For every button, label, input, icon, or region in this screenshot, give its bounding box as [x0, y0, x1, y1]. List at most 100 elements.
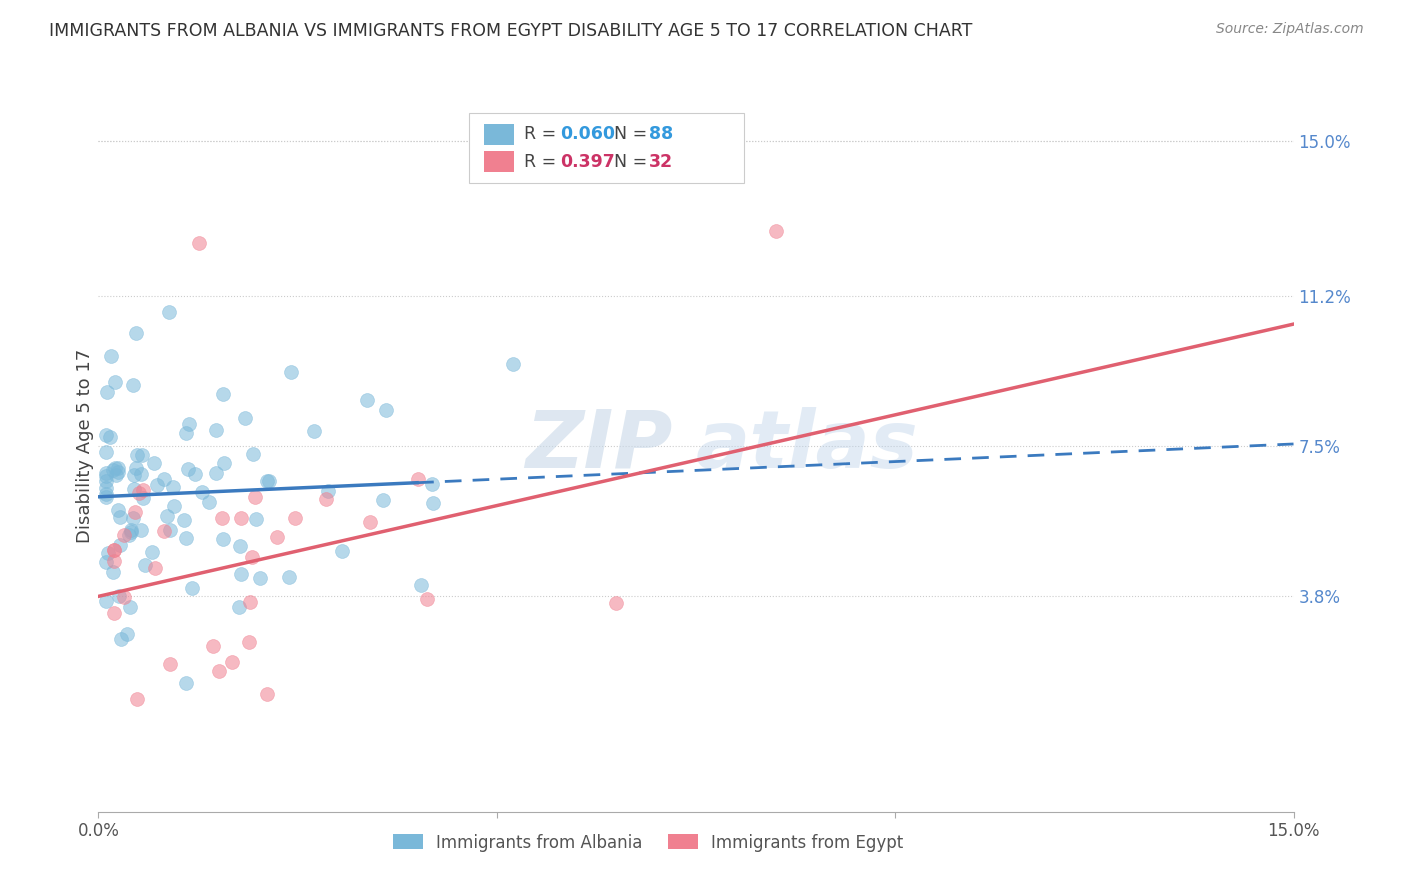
Point: [112, 527, 135, 541]
Point: [229, 539, 252, 553]
Point: [406, 472, 429, 486]
Point: [103, 542, 125, 557]
Point: [122, 482, 145, 496]
Point: [249, 571, 271, 585]
Text: 88: 88: [650, 125, 673, 144]
Point: [96, 490, 118, 504]
Point: [375, 402, 398, 417]
Point: [174, 532, 197, 546]
FancyBboxPatch shape: [470, 113, 744, 183]
Point: [107, 460, 129, 475]
Point: [284, 510, 307, 524]
Point: [173, 513, 195, 527]
Point: [96, 468, 118, 483]
Point: [152, 472, 174, 486]
Point: [104, 375, 127, 389]
Y-axis label: Disability Age 5 to 17: Disability Age 5 to 17: [76, 349, 94, 543]
Point: [132, 491, 155, 506]
Point: [125, 448, 148, 462]
Point: [118, 599, 141, 614]
Point: [105, 467, 128, 482]
Point: [184, 467, 207, 481]
Point: [125, 461, 148, 475]
Point: [257, 474, 280, 488]
Point: [96, 428, 118, 442]
Point: [266, 530, 288, 544]
Point: [159, 523, 181, 537]
Point: [108, 590, 131, 604]
Text: IMMIGRANTS FROM ALBANIA VS IMMIGRANTS FROM EGYPT DISABILITY AGE 5 TO 17 CORRELAT: IMMIGRANTS FROM ALBANIA VS IMMIGRANTS FR…: [49, 22, 973, 40]
Text: R =: R =: [524, 125, 561, 144]
Text: atlas: atlas: [696, 407, 918, 485]
Point: [142, 456, 165, 470]
Point: [129, 467, 152, 481]
Point: [356, 393, 378, 408]
Point: [103, 543, 125, 558]
Point: [141, 544, 163, 558]
Point: [125, 326, 148, 340]
Point: [107, 503, 129, 517]
Point: [96, 487, 118, 501]
Text: N =: N =: [613, 125, 652, 144]
Point: [100, 349, 122, 363]
Point: [112, 591, 135, 605]
Point: [302, 424, 325, 438]
Point: [231, 511, 253, 525]
Point: [115, 627, 138, 641]
Text: 0.060: 0.060: [560, 125, 614, 144]
Point: [104, 460, 127, 475]
Point: [162, 480, 184, 494]
Point: [128, 486, 150, 500]
Point: [120, 525, 142, 540]
Point: [245, 512, 267, 526]
Point: [110, 632, 132, 647]
Point: [98, 430, 121, 444]
Point: [122, 511, 145, 525]
Point: [277, 570, 299, 584]
Point: [359, 515, 381, 529]
FancyBboxPatch shape: [485, 124, 515, 145]
Point: [127, 692, 149, 706]
Point: [129, 523, 152, 537]
Point: [157, 304, 180, 318]
Point: [242, 447, 264, 461]
Point: [96, 481, 118, 495]
Point: [145, 478, 167, 492]
Point: [174, 426, 197, 441]
Point: [765, 224, 787, 238]
Point: [238, 634, 260, 648]
Point: [214, 456, 236, 470]
Text: R =: R =: [524, 153, 561, 170]
Point: [422, 476, 444, 491]
Point: [131, 483, 153, 497]
Point: [120, 523, 142, 537]
Point: [107, 465, 129, 479]
Point: [96, 444, 118, 458]
Point: [101, 463, 124, 477]
Point: [212, 533, 235, 547]
Point: [201, 640, 224, 654]
Point: [205, 423, 228, 437]
Point: [122, 378, 145, 392]
Point: [97, 546, 120, 560]
Point: [159, 657, 181, 672]
Point: [177, 417, 200, 431]
Text: Source: ZipAtlas.com: Source: ZipAtlas.com: [1216, 22, 1364, 37]
Point: [235, 411, 257, 425]
FancyBboxPatch shape: [485, 152, 515, 172]
Point: [187, 235, 209, 250]
Point: [96, 594, 118, 608]
Point: [122, 467, 145, 482]
Point: [96, 474, 118, 488]
Point: [124, 505, 146, 519]
Legend: Immigrants from Albania, Immigrants from Egypt: Immigrants from Albania, Immigrants from…: [387, 827, 910, 858]
Point: [221, 655, 243, 669]
Point: [101, 565, 124, 579]
Point: [174, 675, 197, 690]
Point: [330, 544, 353, 558]
Text: 32: 32: [650, 153, 673, 170]
Point: [163, 499, 186, 513]
Point: [118, 528, 141, 542]
Point: [103, 554, 125, 568]
Point: [204, 467, 226, 481]
